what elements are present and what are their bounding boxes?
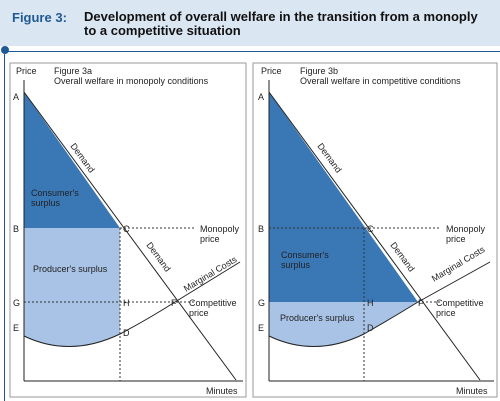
panel-b-point-e: E — [258, 323, 264, 333]
panel-b-frame — [252, 62, 498, 398]
figure-label: Figure 3: — [12, 10, 67, 25]
panel-a-point-f: F — [171, 298, 177, 308]
panel-b-competitive-label: Competitive — [436, 298, 484, 308]
header-rule-dot — [1, 46, 9, 54]
panel-a-marginal-cost-curve — [23, 261, 241, 347]
panel-a-competitive-label2: price — [189, 308, 209, 318]
panel-b-producer-surplus-label: Producer's surplus — [280, 313, 355, 323]
panel-b-monopoly-label2: price — [446, 234, 466, 244]
panel-b-point-h: H — [367, 298, 374, 308]
panel-a-monopoly-label: Monopoly — [200, 224, 240, 234]
panel-a-fig-name: Figure 3a — [54, 66, 92, 76]
panel-a-fig-caption: Overall welfare in monopoly conditions — [54, 76, 209, 86]
panel-b-y-label: Price — [261, 66, 282, 76]
panel-a-frame — [9, 62, 247, 398]
panel-a-point-e: E — [13, 323, 19, 333]
panel-a-consumer-surplus-area — [24, 92, 120, 228]
panel-b-consumer-surplus-label: Consumer's — [281, 250, 329, 260]
left-rule — [4, 54, 5, 401]
panel-a-consumer-surplus-label2: surplus — [31, 198, 61, 208]
panel-b-point-f: F — [418, 298, 424, 308]
panel-b-marginal-cost-curve — [268, 261, 491, 347]
panel-a-competitive-label: Competitive — [189, 298, 237, 308]
figure-header: Figure 3: Development of overall welfare… — [0, 0, 500, 46]
panel-b-demand-line — [268, 91, 481, 381]
panel-b: Price Figure 3b Overall welfare in compe… — [258, 66, 494, 396]
figure-title-line1: Development of overall welfare in the tr… — [84, 9, 478, 24]
panel-b-marginal-costs-label: Marginal Costs — [430, 244, 487, 284]
panel-a-marginal-costs-label: Marginal Costs — [182, 254, 239, 294]
panel-b-producer-surplus-area — [269, 302, 418, 347]
panel-b-point-b: B — [258, 224, 264, 234]
figure-title: Development of overall welfare in the tr… — [84, 10, 494, 38]
panel-a-point-g: G — [13, 298, 20, 308]
panel-b-point-g: G — [258, 298, 265, 308]
panel-b-point-d: D — [367, 323, 374, 333]
panel-b-point-a: A — [258, 92, 264, 102]
panel-a-consumer-surplus-label: Consumer's — [31, 188, 79, 198]
panel-a-producer-surplus-label: Producer's surplus — [33, 264, 108, 274]
panel-a: Price Figure 3a Overall welfare in monop… — [13, 66, 243, 396]
header-rule — [6, 51, 500, 52]
figure-title-line2: to a competitive situation — [84, 23, 241, 38]
panel-b-monopoly-label: Monopoly — [446, 224, 486, 234]
panel-a-y-label: Price — [16, 66, 37, 76]
panel-b-x-label: Minutes — [456, 386, 488, 396]
panel-b-fig-caption: Overall welfare in competitive condition… — [300, 76, 461, 86]
panel-a-monopoly-label2: price — [200, 234, 220, 244]
panel-a-demand-line — [23, 91, 237, 381]
panel-a-x-label: Minutes — [206, 386, 238, 396]
panel-a-demand-label2: Demand — [144, 240, 172, 273]
panel-a-point-h: H — [123, 298, 130, 308]
panel-a-producer-surplus-area — [24, 228, 120, 347]
panel-a-point-b: B — [13, 224, 19, 234]
panel-b-point-c: C — [367, 224, 374, 234]
panel-b-fig-name: Figure 3b — [300, 66, 338, 76]
panel-b-consumer-surplus-label2: surplus — [281, 260, 311, 270]
panel-a-point-c: C — [123, 224, 130, 234]
panel-b-consumer-surplus-area — [269, 92, 418, 302]
panel-a-point-a: A — [13, 92, 19, 102]
panel-a-point-d: D — [123, 328, 130, 338]
panel-b-competitive-label2: price — [436, 308, 456, 318]
